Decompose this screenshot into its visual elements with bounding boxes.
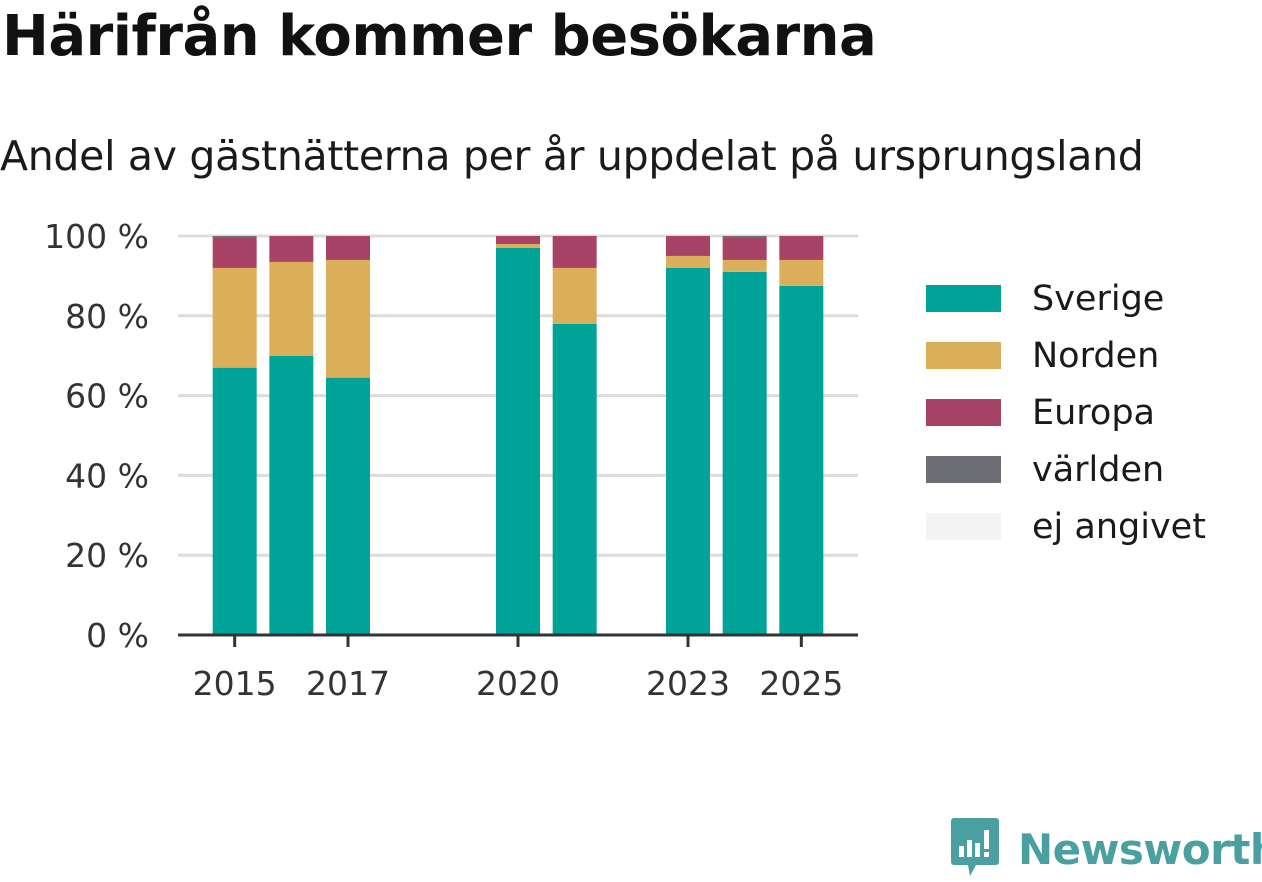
y-tick-label: 60 % (65, 377, 149, 416)
x-tick-label: 2017 (306, 664, 390, 703)
legend-label-varlden: världen (1032, 449, 1165, 490)
y-tick-label: 100 % (44, 217, 149, 256)
chart-legend: Sverige Norden Europa världen ej angivet (926, 270, 1206, 555)
legend-item-europa: Europa (926, 384, 1206, 441)
legend-label-ej-angivet: ej angivet (1032, 506, 1206, 547)
y-tick-label: 20 % (65, 536, 149, 575)
legend-item-sverige: Sverige (926, 270, 1206, 327)
bar-segment (326, 259, 370, 378)
x-tick-label: 2020 (476, 664, 560, 703)
legend-item-ej-angivet: ej angivet (926, 498, 1206, 555)
bar-segment (666, 255, 710, 268)
y-tick-label: 0 % (86, 616, 149, 655)
bar-segment (496, 236, 540, 244)
legend-label-sverige: Sverige (1032, 278, 1165, 319)
bar-segment (269, 236, 314, 262)
bar-segment (552, 323, 597, 635)
bar-segment (496, 247, 540, 635)
bar-segment (552, 236, 597, 268)
bar-segment (212, 237, 257, 268)
bar-segment (722, 237, 767, 260)
bar-segment (779, 285, 824, 635)
newsworthy-logo-icon (950, 816, 1000, 882)
bar-segment (212, 267, 257, 368)
bar-segment (269, 261, 314, 356)
bar-segment (666, 267, 710, 635)
bar-segment (496, 243, 540, 248)
bar-segment (666, 236, 710, 256)
bar-segment (212, 367, 257, 635)
bar-segment (269, 355, 314, 635)
brand-name: Newsworthy (1018, 824, 1262, 874)
bar-segment (779, 259, 824, 286)
bar-segment (722, 259, 767, 272)
y-tick-label: 80 % (65, 297, 149, 336)
legend-item-norden: Norden (926, 327, 1206, 384)
bar-segment (552, 267, 597, 324)
brand-logo: Newsworthy (950, 816, 1262, 882)
x-tick-label: 2015 (193, 664, 277, 703)
x-tick-label: 2025 (759, 664, 843, 703)
legend-swatch-sverige (926, 285, 1001, 312)
legend-swatch-norden (926, 342, 1001, 369)
legend-swatch-ej-angivet (926, 513, 1001, 540)
legend-swatch-varlden (926, 456, 1001, 483)
bar-segment (722, 236, 767, 238)
bar-segment (326, 377, 370, 635)
bar-segment (212, 236, 257, 238)
bar-segment (722, 271, 767, 635)
x-tick-label: 2023 (646, 664, 730, 703)
bar-segment (779, 236, 824, 260)
legend-label-norden: Norden (1032, 335, 1160, 376)
legend-swatch-europa (926, 399, 1001, 426)
chart-title: Härifrån kommer besökarna (2, 4, 877, 69)
bar-segment (326, 236, 370, 260)
chart-subtitle: Andel av gästnätterna per år uppdelat på… (0, 132, 1144, 180)
y-tick-label: 40 % (65, 456, 149, 495)
legend-label-europa: Europa (1032, 392, 1155, 433)
legend-item-varlden: världen (926, 441, 1206, 498)
